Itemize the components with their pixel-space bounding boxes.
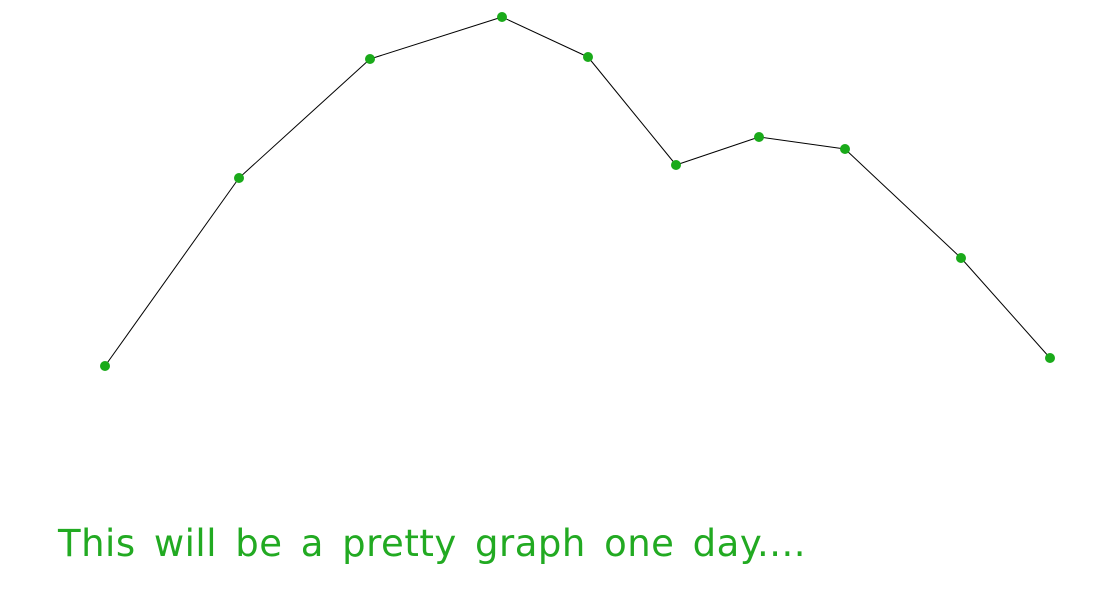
line-segment bbox=[501, 16, 589, 58]
data-point bbox=[234, 173, 244, 183]
data-point-group bbox=[100, 12, 1055, 371]
chart-caption: This will be a pretty graph one day.... bbox=[58, 522, 807, 565]
data-point bbox=[1045, 353, 1055, 363]
data-point bbox=[583, 52, 593, 62]
data-point bbox=[754, 132, 764, 142]
data-point bbox=[840, 144, 850, 154]
data-point bbox=[365, 54, 375, 64]
line-segment bbox=[675, 136, 760, 166]
line-segment bbox=[758, 136, 846, 150]
line-segment bbox=[369, 16, 503, 60]
line-chart bbox=[100, 12, 1055, 371]
series-line-group bbox=[104, 16, 1051, 367]
data-point bbox=[497, 12, 507, 22]
data-point bbox=[956, 253, 966, 263]
data-point bbox=[671, 160, 681, 170]
line-segment bbox=[587, 56, 677, 166]
line-segment bbox=[238, 58, 371, 179]
line-segment bbox=[960, 257, 1051, 359]
data-point bbox=[100, 361, 110, 371]
line-segment bbox=[844, 148, 962, 259]
line-segment bbox=[104, 177, 240, 367]
